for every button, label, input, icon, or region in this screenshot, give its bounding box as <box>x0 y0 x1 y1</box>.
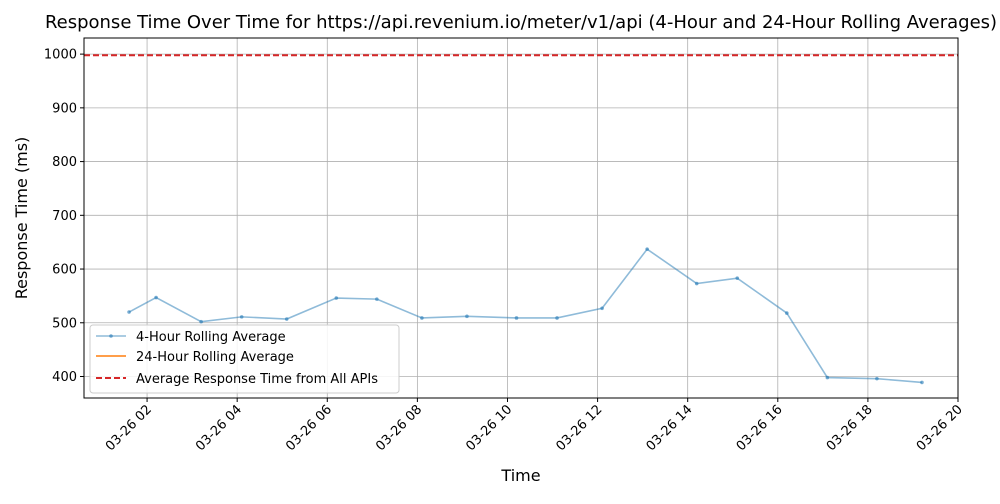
series-4h-point <box>785 311 789 315</box>
legend-box <box>89 324 400 394</box>
series-4h-point <box>555 316 559 320</box>
series-4h-point <box>920 380 924 385</box>
grid <box>84 38 959 398</box>
series-layer <box>84 54 958 385</box>
y-tick-label: 700 <box>52 209 77 224</box>
y-tick-label: 800 <box>52 155 77 170</box>
x-tick-label: 03-26 04 <box>193 402 245 454</box>
plot-frame <box>83 37 959 399</box>
series-4h-point <box>375 297 379 301</box>
x-tick-label: 03-26 08 <box>373 402 425 454</box>
y-axis-label: Response Time (ms) <box>12 137 31 300</box>
x-axis-ticks: 03-26 02 03-26 04 03-26 06 03-26 08 03-26 10… <box>103 398 966 454</box>
series-4h-point <box>875 376 879 381</box>
series-4h-point <box>825 375 830 380</box>
legend-label-4h: 4-Hour Rolling Average <box>136 330 286 345</box>
x-tick-label: 03-26 10 <box>463 402 515 454</box>
legend-item-all-apis: Average Response Time from All APIs <box>96 372 378 387</box>
y-tick-label: 500 <box>52 316 77 331</box>
series-4h-point <box>127 310 131 314</box>
x-tick-label: 03-26 16 <box>734 402 786 454</box>
legend: 4-Hour Rolling Average 24-Hour Rolling A… <box>89 324 400 394</box>
series-4h-point <box>284 317 289 321</box>
y-tick-label: 1000 <box>44 48 77 63</box>
legend-label-all-apis: Average Response Time from All APIs <box>136 372 378 387</box>
series-4h-point <box>420 316 424 320</box>
series-4h-point <box>199 319 203 324</box>
y-tick-label: 900 <box>52 101 77 116</box>
x-tick-label: 03-26 12 <box>553 402 605 454</box>
series-4h-point <box>465 314 469 319</box>
x-tick-label: 03-26 20 <box>914 402 966 454</box>
x-tick-label: 03-26 02 <box>103 402 155 454</box>
chart-title: Response Time Over Time for https://api.… <box>45 12 997 33</box>
y-tick-label: 600 <box>52 263 77 278</box>
y-tick-label: 400 <box>52 370 77 385</box>
x-tick-label: 03-26 06 <box>283 402 335 454</box>
series-4h-point <box>154 295 158 300</box>
series-4h-point <box>334 296 339 300</box>
series-4h-point <box>735 276 740 280</box>
series-4h-point <box>239 315 244 319</box>
series-4h-point <box>600 306 604 311</box>
y-axis-ticks: 400 500 600 700 800 900 1000 <box>44 48 84 385</box>
series-4h-point <box>645 247 649 251</box>
series-4h-point <box>514 316 519 320</box>
legend-marker-4h <box>109 334 113 338</box>
legend-item-24h: 24-Hour Rolling Average <box>96 350 294 365</box>
legend-label-24h: 24-Hour Rolling Average <box>136 350 294 365</box>
legend-item-4h: 4-Hour Rolling Average <box>96 330 286 345</box>
x-tick-label: 03-26 14 <box>644 402 696 454</box>
x-axis-label: Time <box>500 466 540 485</box>
series-4h-point <box>694 281 699 286</box>
x-tick-label: 03-26 18 <box>824 402 876 454</box>
